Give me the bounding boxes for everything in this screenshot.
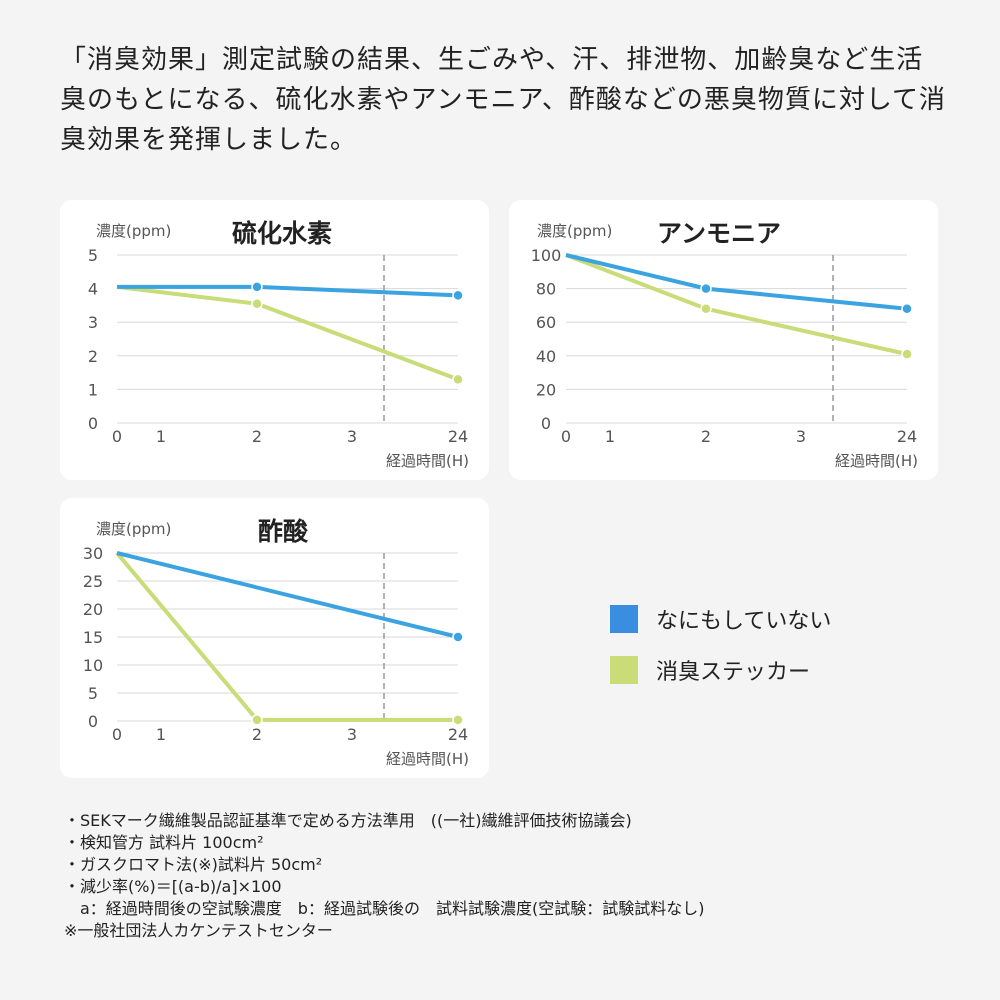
intro-text: 「消臭効果」測定試験の結果、生ごみや、汗、排泄物、加齢臭など生活臭のもとになる、… xyxy=(60,45,947,155)
x-tick-label: 2 xyxy=(701,427,711,446)
note-line: ※一般社団法人カケンテストセンター xyxy=(64,921,333,940)
y-tick-label: 60 xyxy=(536,313,556,332)
legend-label: 消臭ステッカー xyxy=(656,660,811,685)
x-tick-label: 24 xyxy=(448,725,468,744)
chart-card-hydrogen-sulfide: 0 1 2 3 4 5 0 1 2 3 24 濃度(ppm) 硫化水素 経過時間(H) xyxy=(60,200,489,480)
x-tick-label: 1 xyxy=(156,427,166,446)
data-point xyxy=(901,303,913,315)
y-tick-label: 2 xyxy=(88,347,98,366)
note-line: ・検知管方 試料片 100cm² xyxy=(64,833,264,852)
x-tick-label: 3 xyxy=(796,427,806,446)
note-line: ・減少率(%)＝[(a-b)/a]×100 xyxy=(64,877,282,896)
y-tick-label: 80 xyxy=(536,280,556,299)
legend-item-sticker: 消臭ステッカー xyxy=(610,654,810,686)
y-tick-label: 0 xyxy=(541,414,551,433)
series-line xyxy=(565,253,908,311)
x-axis-label: 経過時間(H) xyxy=(386,452,469,470)
chart-svg: 0 5 10 15 20 25 30 0 1 2 3 24 xyxy=(83,544,468,744)
note-line: ・SEKマーク繊維製品認証基準で定める方法準用 ((一社)繊維評価技術協議会) xyxy=(64,811,632,830)
y-axis-label: 濃度(ppm) xyxy=(96,222,172,240)
x-tick-label: 1 xyxy=(605,427,615,446)
series-line xyxy=(115,551,458,722)
y-tick-label: 10 xyxy=(83,656,103,675)
x-tick-label: 3 xyxy=(347,725,357,744)
legend-label: なにもしていない xyxy=(656,609,832,634)
y-tick-label: 1 xyxy=(88,380,98,399)
x-tick-label: 0 xyxy=(112,427,122,446)
y-tick-label: 30 xyxy=(83,544,103,563)
series-line xyxy=(116,551,459,639)
data-point xyxy=(452,631,464,643)
legend-swatch xyxy=(610,605,638,633)
y-tick-label: 20 xyxy=(536,380,556,399)
y-axis-label: 濃度(ppm) xyxy=(96,520,172,538)
x-tick-label: 1 xyxy=(156,725,166,744)
y-tick-label: 20 xyxy=(83,600,103,619)
x-tick-label: 2 xyxy=(252,427,262,446)
chart-svg: 0 1 2 3 4 5 0 1 2 3 24 xyxy=(88,246,468,446)
chart-svg: 0 20 40 60 80 100 0 1 2 3 24 xyxy=(531,246,917,446)
x-tick-label: 2 xyxy=(252,725,262,744)
legend-item-untreated: なにもしていない xyxy=(610,603,831,635)
legend-swatch xyxy=(610,656,638,684)
x-tick-label: 3 xyxy=(347,427,357,446)
y-tick-label: 4 xyxy=(88,280,98,299)
data-point xyxy=(901,348,913,360)
y-tick-label: 5 xyxy=(88,684,98,703)
y-tick-label: 100 xyxy=(531,246,562,265)
chart-title: 硫化水素 xyxy=(232,219,333,248)
y-tick-label: 3 xyxy=(88,313,98,332)
x-tick-label: 0 xyxy=(561,427,571,446)
chart-title: 酢酸 xyxy=(258,517,309,546)
y-tick-label: 0 xyxy=(88,712,98,731)
data-point xyxy=(251,714,263,726)
chart-card-acetic-acid: 0 5 10 15 20 25 30 0 1 2 3 24 濃度(ppm) 酢酸 経過時間(H) xyxy=(60,498,489,778)
data-point xyxy=(452,714,464,726)
data-point xyxy=(452,289,464,302)
series-line xyxy=(116,284,459,382)
note-line: a：経過時間後の空試験濃度 b：経過試験後の 試料試験濃度(空試験：試験試料なし… xyxy=(64,899,705,918)
chart-title: アンモニア xyxy=(657,219,782,248)
note-line: ・ガスクロマト法(※)試料片 50cm² xyxy=(64,855,323,874)
chart-card-ammonia: 0 20 40 60 80 100 0 1 2 3 24 濃度(ppm) アンモニア 経過時間(H) xyxy=(509,200,938,480)
data-point xyxy=(700,303,712,315)
y-tick-label: 40 xyxy=(536,347,556,366)
data-point xyxy=(700,282,712,295)
data-point xyxy=(251,281,263,293)
y-tick-label: 25 xyxy=(83,572,103,591)
y-tick-label: 0 xyxy=(88,414,98,433)
x-axis-label: 経過時間(H) xyxy=(386,750,469,768)
y-axis-label: 濃度(ppm) xyxy=(537,222,613,240)
y-tick-label: 15 xyxy=(83,628,103,647)
x-tick-label: 0 xyxy=(112,725,122,744)
y-tick-label: 5 xyxy=(88,246,98,265)
x-tick-label: 24 xyxy=(897,427,917,446)
data-point xyxy=(452,373,464,386)
x-tick-label: 24 xyxy=(448,427,468,446)
data-point xyxy=(251,297,263,310)
x-axis-label: 経過時間(H) xyxy=(835,452,918,470)
notes: ・SEKマーク繊維製品認証基準で定める方法準用 ((一社)繊維評価技術協議会) … xyxy=(64,810,704,942)
